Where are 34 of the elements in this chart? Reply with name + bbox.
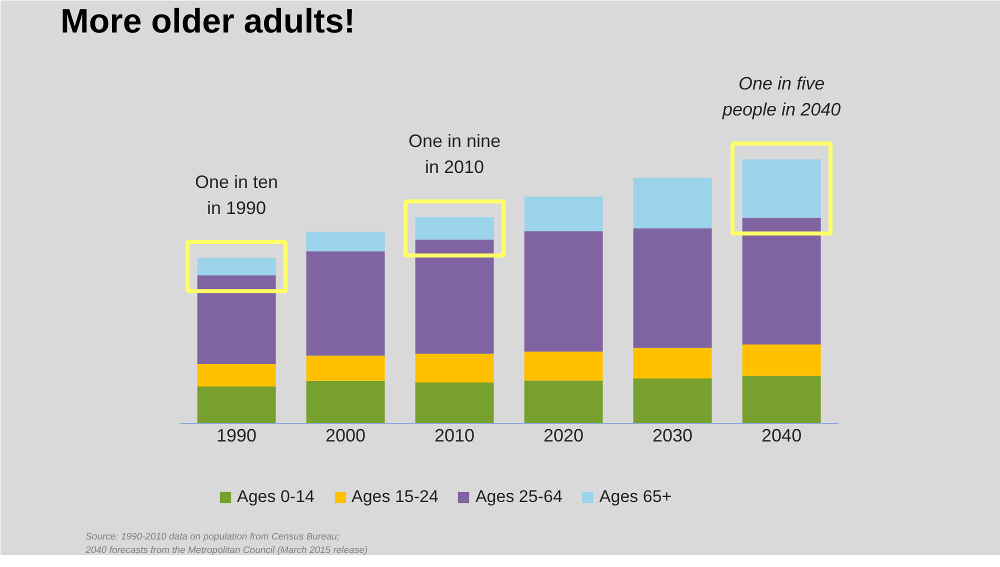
bar [306,232,385,252]
x-tick-label: 1990 [216,425,257,446]
bar [306,380,385,424]
bar [415,354,494,383]
bar [742,344,821,376]
bar [306,251,385,356]
bar [633,178,712,228]
text: 2040 forecasts from the Metropolitan Council (March 2015 release) [84,545,368,556]
x-tick-label: 2010 [434,425,475,446]
legend-label: Ages 65+ [599,487,672,507]
x-tick-label: 2030 [652,425,693,446]
annotation: One in five people in 2040 [722,73,841,120]
bar [415,382,494,424]
legend-label: Ages 15-24 [352,487,438,507]
chart-title: More older adults! [60,2,356,40]
bar [306,356,385,381]
x-tick-label: 2000 [326,425,366,446]
annotation: One in nine in 2010 [408,131,501,178]
bar [742,376,821,424]
bar [524,352,603,381]
bar [197,386,276,424]
bar [524,196,603,232]
bar [633,228,712,348]
bar [633,378,712,424]
x-tick-label: 2020 [544,425,584,446]
bar [524,231,603,352]
legend-label: Ages 0-14 [237,487,314,507]
x-tick-label: 2040 [762,425,802,446]
bar [524,380,603,424]
bar [633,348,712,379]
bar [197,364,276,386]
legend-label: Ages 25-64 [475,487,562,507]
annotation: One in ten in 1990 [195,172,278,218]
source-note: Source: 1990-2010 data on population from Census Bureau; [86,532,340,543]
